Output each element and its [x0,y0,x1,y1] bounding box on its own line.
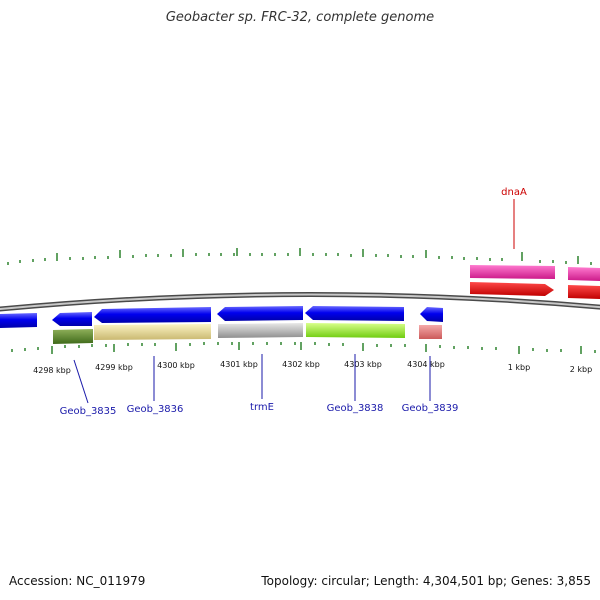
inner-tick-ring [11,342,596,354]
gene-label-geob-3836[interactable]: Geob_3836 [127,404,184,415]
genome-summary: Topology: circular; Length: 4,304,501 bp… [261,574,591,588]
scale-labels: 4298 kbp 4299 kbp 4300 kbp 4301 kbp 4302… [33,360,592,375]
outer-tick-ring [7,248,592,265]
feature-blocks [53,323,442,344]
scale-label: 4299 kbp [95,363,133,372]
scale-label: 4298 kbp [33,366,71,375]
feature-trmE[interactable] [218,323,303,338]
gene-blue-trmE[interactable] [217,306,303,321]
feature-geob-3839[interactable] [419,325,442,339]
gene-label-trmE[interactable]: trmE [250,402,274,413]
scale-label: 4303 kbp [344,360,382,369]
genome-backbone-highlight [0,293,600,311]
gene-blue-left-edge[interactable] [0,313,37,328]
scale-label: 4304 kbp [407,360,445,369]
gene-red-2[interactable] [568,285,600,299]
reverse-strand-genes [0,306,443,328]
scale-label: 1 kbp [508,363,530,372]
scale-label: 4302 kbp [282,360,320,369]
accession-label: Accession: NC_011979 [9,574,146,588]
scale-label: 4300 kbp [157,361,195,370]
gene-blue-geob-3835[interactable] [52,312,92,326]
gene-label-geob-3839[interactable]: Geob_3839 [402,403,459,414]
gene-magenta-1[interactable] [470,265,555,279]
feature-geob-3835[interactable] [53,329,93,344]
gene-blue-geob-3839[interactable] [420,307,443,322]
gene-blue-geob-3836[interactable] [94,307,211,323]
scale-label: 4301 kbp [220,360,258,369]
genome-title: Geobacter sp. FRC-32, complete genome [165,10,435,25]
gene-label-geob-3835[interactable]: Geob_3835 [60,406,117,417]
scale-label: 2 kbp [570,365,592,374]
gene-label-dnaA[interactable]: dnaA [501,187,527,198]
gene-labels: Geob_3835 Geob_3836 trmE Geob_3838 Geob_… [60,187,527,417]
gene-magenta-2[interactable] [568,267,600,281]
feature-geob-3836[interactable] [94,324,211,340]
feature-geob-3838[interactable] [306,323,405,338]
forward-strand-genes-right [470,265,600,299]
gene-dnaA[interactable] [470,282,554,296]
gene-label-pointers [73,354,431,404]
gene-label-geob-3838[interactable]: Geob_3838 [327,403,384,414]
gene-blue-geob-3838[interactable] [305,306,404,321]
